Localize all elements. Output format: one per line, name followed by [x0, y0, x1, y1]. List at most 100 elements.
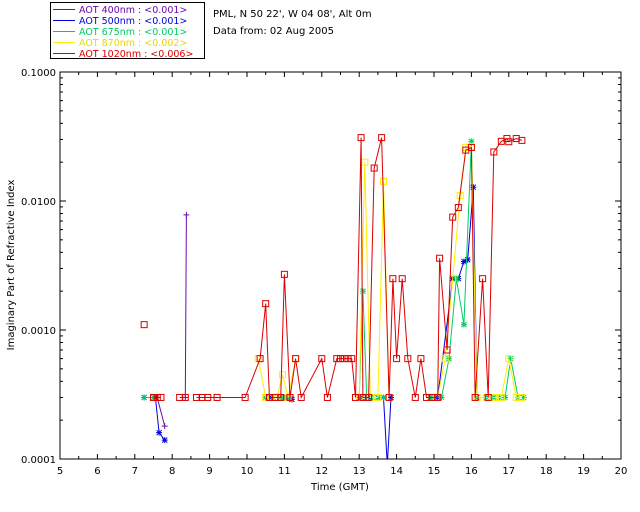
x-tick-label: 19 [577, 466, 590, 477]
data-point [387, 394, 394, 401]
data-point [454, 204, 462, 212]
data-point [445, 355, 452, 362]
data-point [262, 300, 270, 308]
legend-label-500nm: AOT 500nm : <0.001> [79, 16, 188, 27]
x-tick-label: 14 [390, 466, 403, 477]
x-tick-label: 13 [353, 466, 366, 477]
data-point [438, 394, 445, 401]
data-point [505, 355, 513, 363]
x-tick-label: 17 [502, 466, 515, 477]
series-0 [154, 211, 190, 430]
data-point [333, 355, 341, 363]
legend-label-400nm: AOT 400nm : <0.001> [79, 5, 188, 16]
y-tick-label: 0.0100 [21, 197, 56, 208]
data-point [351, 393, 359, 401]
legend-label-870nm: AOT 870nm : <0.002> [79, 38, 188, 49]
data-point [436, 254, 444, 262]
data-point [280, 270, 288, 278]
series-line [430, 187, 478, 398]
data-point [348, 355, 356, 363]
data-point [507, 355, 514, 362]
series-line [184, 214, 187, 398]
data-point [141, 394, 148, 401]
data-point [161, 437, 168, 444]
data-point [470, 184, 477, 191]
data-point [520, 394, 527, 401]
y-axis-label: Imaginary Part of Refractive Index [6, 180, 17, 351]
data-point [449, 213, 457, 221]
data-point [297, 393, 305, 401]
x-tick-label: 12 [315, 466, 328, 477]
x-tick-label: 9 [206, 466, 212, 477]
data-point [460, 321, 467, 328]
data-point [359, 288, 366, 295]
station-info: PML, N 50 22', W 04 08', Alt 0m [213, 9, 372, 20]
data-point [443, 346, 451, 354]
data-point [467, 143, 475, 151]
legend-swatch-400nm [53, 9, 75, 10]
series-line [361, 397, 392, 459]
data-point [374, 393, 382, 401]
series-1 [141, 184, 481, 459]
series-line [156, 397, 166, 427]
data-point [471, 393, 479, 401]
legend-label-1020nm: AOT 1020nm : <0.006> [79, 49, 194, 60]
legend-swatch-500nm [53, 20, 75, 21]
legend-item-1020nm: AOT 1020nm : <0.006> [53, 49, 193, 60]
x-tick-label: 10 [241, 466, 254, 477]
series-4 [140, 134, 526, 401]
data-point [241, 393, 249, 401]
data-point [497, 393, 505, 401]
data-point [213, 393, 221, 401]
x-tick-label: 15 [428, 466, 441, 477]
data-point [417, 355, 425, 363]
legend-label-675nm: AOT 675nm : <0.001> [79, 27, 188, 38]
data-point [204, 393, 212, 401]
data-point [181, 393, 189, 401]
legend-item-500nm: AOT 500nm : <0.001> [53, 16, 187, 27]
data-point [378, 134, 386, 142]
data-point [385, 393, 393, 401]
data-point [370, 164, 378, 172]
x-tick-label: 11 [278, 466, 291, 477]
data-point [323, 393, 331, 401]
data-point [380, 177, 388, 185]
data-point [411, 393, 419, 401]
data-point [393, 355, 401, 363]
data-point [150, 393, 157, 401]
data-point [157, 393, 165, 401]
x-tick-label: 18 [540, 466, 553, 477]
data-point [361, 158, 369, 166]
legend-swatch-1020nm [53, 53, 75, 54]
data-point [398, 275, 406, 283]
data-point [337, 355, 344, 363]
data-point [279, 371, 287, 379]
data-point [344, 355, 352, 363]
data-point [292, 355, 300, 363]
series-line [430, 145, 522, 398]
x-tick-label: 20 [615, 466, 628, 477]
data-point [288, 396, 295, 403]
series-line [196, 137, 523, 400]
legend-swatch-675nm [53, 31, 75, 32]
series-line [144, 397, 166, 441]
data-point [340, 355, 348, 363]
data-point [286, 393, 294, 401]
data-point [460, 258, 467, 265]
data-point [156, 429, 163, 436]
x-tick-label: 5 [57, 466, 63, 477]
date-info: Data from: 02 Aug 2005 [213, 26, 334, 37]
data-point [161, 423, 168, 430]
data-point [464, 256, 471, 263]
data-point [404, 355, 412, 363]
data-point [153, 393, 161, 401]
legend-item-870nm: AOT 870nm : <0.002> [53, 38, 187, 49]
data-point [281, 394, 288, 401]
data-point [434, 393, 442, 401]
data-point [502, 394, 509, 401]
data-point [355, 393, 363, 401]
data-point [365, 393, 373, 401]
data-point [277, 393, 285, 401]
legend-item-400nm: AOT 400nm : <0.001> [53, 5, 187, 16]
